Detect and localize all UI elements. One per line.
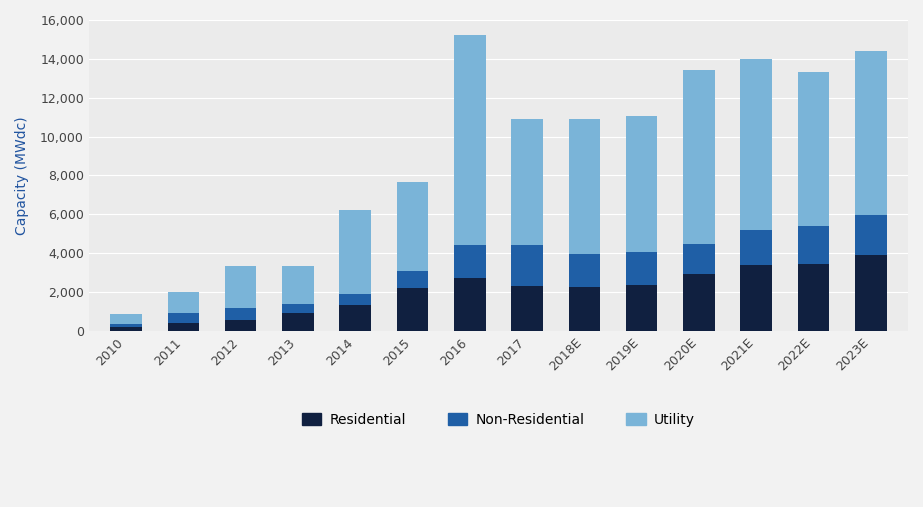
Bar	[168, 323, 199, 331]
Bar	[626, 252, 657, 285]
Bar	[111, 327, 142, 331]
Y-axis label: Capacity (MWdc): Capacity (MWdc)	[15, 116, 29, 235]
Bar	[282, 266, 314, 304]
Bar	[797, 73, 829, 226]
Bar	[626, 285, 657, 331]
Bar	[225, 308, 257, 320]
Bar	[397, 288, 428, 331]
Bar	[511, 286, 543, 331]
Bar	[454, 34, 485, 245]
Bar	[340, 294, 371, 305]
Bar	[397, 271, 428, 288]
Bar	[397, 182, 428, 271]
Bar	[569, 287, 600, 331]
Bar	[168, 292, 199, 313]
Bar	[454, 245, 485, 278]
Bar	[855, 255, 886, 331]
Bar	[340, 210, 371, 294]
Bar	[282, 304, 314, 313]
Bar	[282, 313, 314, 331]
Bar	[340, 305, 371, 331]
Bar	[740, 230, 772, 265]
Bar	[626, 116, 657, 252]
Bar	[511, 245, 543, 286]
Bar	[511, 119, 543, 245]
Bar	[225, 266, 257, 308]
Bar	[225, 320, 257, 331]
Bar	[683, 69, 714, 244]
Bar	[683, 274, 714, 331]
Bar	[740, 59, 772, 230]
Bar	[454, 278, 485, 331]
Bar	[855, 51, 886, 215]
Bar	[569, 254, 600, 287]
Bar	[111, 314, 142, 324]
Bar	[168, 313, 199, 323]
Bar	[569, 119, 600, 254]
Bar	[740, 265, 772, 331]
Bar	[855, 215, 886, 255]
Bar	[683, 244, 714, 274]
Legend: Residential, Non-Residential, Utility: Residential, Non-Residential, Utility	[294, 406, 702, 434]
Bar	[797, 226, 829, 264]
Bar	[797, 264, 829, 331]
Bar	[111, 324, 142, 327]
